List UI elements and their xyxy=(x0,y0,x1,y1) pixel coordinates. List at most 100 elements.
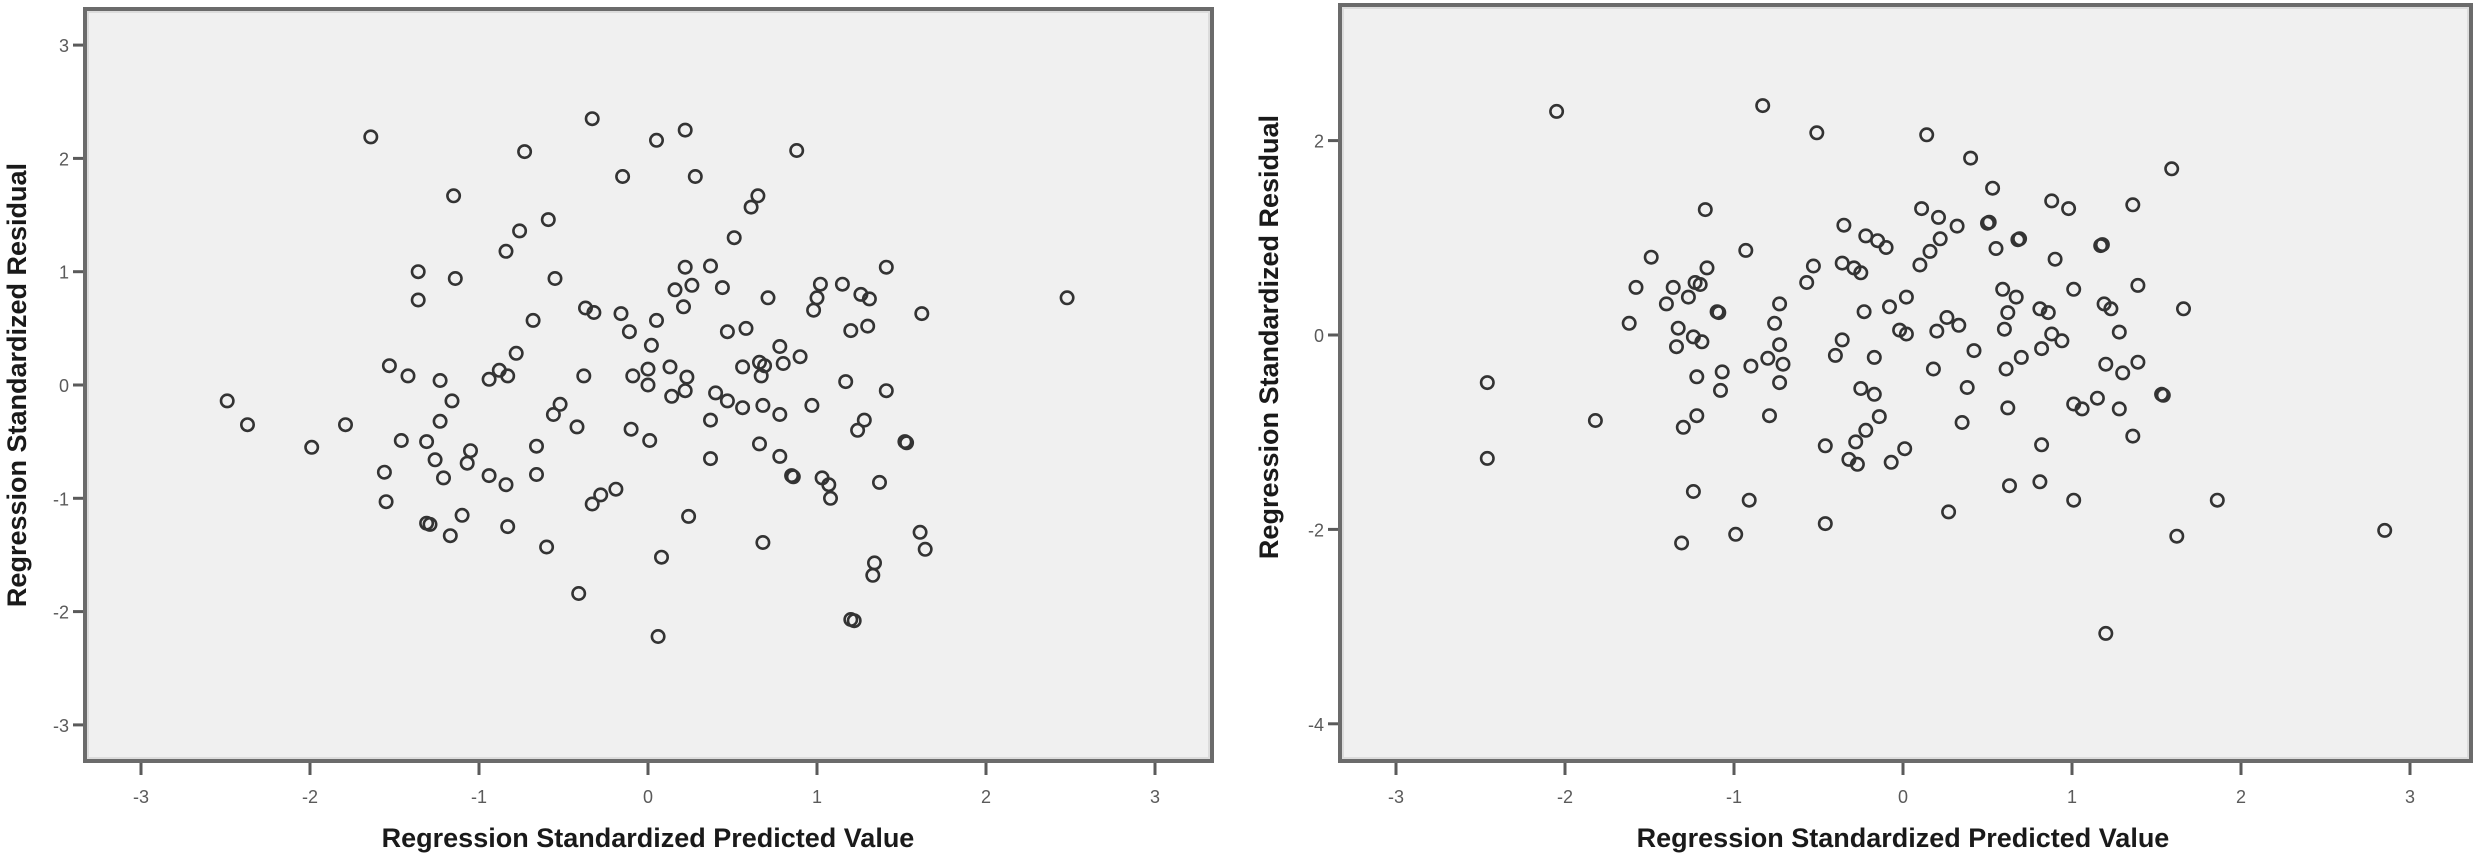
data-point-marker xyxy=(2111,324,2127,340)
data-point-marker xyxy=(569,419,585,435)
data-point-marker xyxy=(1878,240,1894,256)
data-point-marker xyxy=(1697,202,1713,218)
data-point-marker xyxy=(432,413,448,429)
x-tick-label: 3 xyxy=(2405,787,2415,807)
data-point-marker xyxy=(2103,301,2119,317)
data-point-marker xyxy=(584,496,600,512)
data-point-marker xyxy=(684,277,700,293)
data-point-marker xyxy=(363,129,379,145)
data-point-marker xyxy=(708,385,724,401)
data-point-marker xyxy=(528,438,544,454)
data-point-marker xyxy=(755,397,771,413)
data-point-marker xyxy=(2061,201,2077,217)
data-point-marker xyxy=(410,292,426,308)
data-point-marker xyxy=(861,291,877,307)
data-point-marker xyxy=(528,466,544,482)
data-point-marker xyxy=(643,337,659,353)
y-tick-label: 0 xyxy=(59,376,69,396)
data-point-marker xyxy=(2047,251,2063,267)
data-point-marker xyxy=(517,144,533,160)
data-point-marker xyxy=(1856,304,1872,320)
y-axis-title: Regression Standardized Residual xyxy=(1254,115,1284,559)
data-point-marker xyxy=(1549,103,1565,119)
data-points xyxy=(1479,98,2393,641)
x-tick-label: 2 xyxy=(2236,787,2246,807)
data-point-marker xyxy=(878,259,894,275)
data-point-marker xyxy=(1772,296,1788,312)
data-point-marker xyxy=(1919,127,1935,143)
data-point-marker xyxy=(772,448,788,464)
data-point-marker xyxy=(1954,414,1970,430)
data-point-marker xyxy=(1587,412,1603,428)
data-point-marker xyxy=(1689,369,1705,385)
data-point-marker xyxy=(1848,434,1864,450)
y-axis-title: Regression Standardized Residual xyxy=(2,163,32,607)
data-point-marker xyxy=(1998,361,2014,377)
data-point-marker xyxy=(400,368,416,384)
data-point-marker xyxy=(376,464,392,480)
data-point-marker xyxy=(1985,180,2001,196)
data-point-marker xyxy=(1743,358,1759,374)
data-point-marker xyxy=(2209,492,2225,508)
data-point-marker xyxy=(444,393,460,409)
data-point-marker xyxy=(2130,354,2146,370)
data-point-marker xyxy=(866,555,882,571)
data-point-marker xyxy=(500,368,516,384)
data-point-marker xyxy=(2044,193,2060,209)
x-tick-label: -1 xyxy=(1726,787,1742,807)
data-point-marker xyxy=(1817,516,1833,532)
data-point-marker xyxy=(1643,249,1659,265)
data-point-marker xyxy=(914,306,930,322)
data-point-marker xyxy=(615,169,631,185)
y-tick-label: 3 xyxy=(59,36,69,56)
residual-scatter-plot-left: -3 -2 -1 0 1 2 3 3 2 1 0 -1 -2 -3 Regression Standard… xyxy=(2,7,1214,853)
data-point-marker xyxy=(625,368,641,384)
data-point-marker xyxy=(2032,474,2048,490)
data-point-marker xyxy=(1866,386,1882,402)
data-point-marker xyxy=(640,377,656,393)
data-point-marker xyxy=(2000,400,2016,416)
data-point-marker xyxy=(1941,504,1957,520)
data-point-marker xyxy=(735,400,751,416)
data-point-marker xyxy=(2111,401,2127,417)
data-point-marker xyxy=(1834,332,1850,348)
data-points xyxy=(219,111,1075,644)
data-point-marker xyxy=(1871,409,1887,425)
data-point-marker xyxy=(743,199,759,215)
data-point-marker xyxy=(435,470,451,486)
data-point-marker xyxy=(623,421,639,437)
data-point-marker xyxy=(789,143,805,159)
data-point-marker xyxy=(917,541,933,557)
data-point-marker xyxy=(679,369,695,385)
data-point-marker xyxy=(642,432,658,448)
data-point-marker xyxy=(687,169,703,185)
data-point-marker xyxy=(1883,454,1899,470)
data-point-marker xyxy=(664,388,680,404)
data-point-marker xyxy=(2115,365,2131,381)
data-point-marker xyxy=(702,412,718,428)
data-point-marker xyxy=(757,358,773,374)
data-point-marker xyxy=(667,282,683,298)
data-point-marker xyxy=(755,534,771,550)
data-point-marker xyxy=(337,417,353,433)
data-point-marker xyxy=(702,258,718,274)
data-point-marker xyxy=(648,312,664,328)
data-point-marker xyxy=(772,338,788,354)
data-point-marker xyxy=(1694,334,1710,350)
data-point-marker xyxy=(662,359,678,375)
data-point-marker xyxy=(508,345,524,361)
data-point-marker xyxy=(1914,201,1930,217)
y-tick-label: 1 xyxy=(59,263,69,283)
data-point-marker xyxy=(1675,419,1691,435)
x-tick-label: 3 xyxy=(1150,787,1160,807)
data-point-marker xyxy=(871,474,887,490)
y-tick-label: -2 xyxy=(53,603,69,623)
data-point-marker xyxy=(1059,290,1075,306)
data-point-marker xyxy=(812,276,828,292)
data-point-marker xyxy=(512,223,528,239)
data-point-marker xyxy=(1809,125,1825,141)
data-point-marker xyxy=(809,290,825,306)
data-point-marker xyxy=(714,280,730,296)
data-point-marker xyxy=(1772,337,1788,353)
data-point-marker xyxy=(2089,390,2105,406)
